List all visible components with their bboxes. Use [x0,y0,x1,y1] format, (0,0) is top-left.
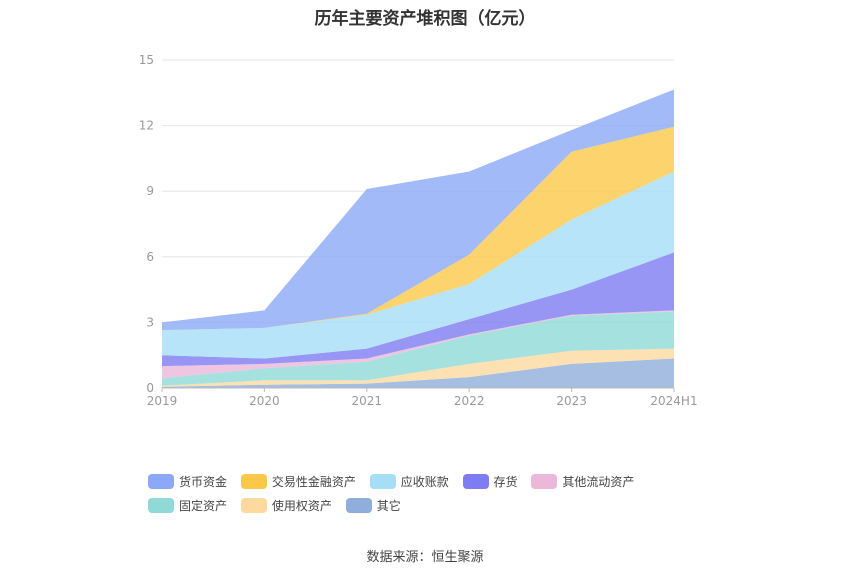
y-tick-label: 3 [146,315,154,329]
area-series-其他流动资产[interactable] [162,310,674,379]
area-series-存货[interactable] [162,252,674,367]
legend-label: 应收账款 [400,474,449,489]
x-tick-label: 2022 [454,394,485,408]
legend-label: 存货 [493,474,518,489]
legend-swatch [240,473,267,489]
legend-swatch [345,497,372,513]
legend-item[interactable]: 固定资产 [148,497,227,513]
x-tick-label: 2020 [249,394,280,408]
area-series-应收账款[interactable] [162,171,674,359]
legend-label: 交易性金融资产 [271,474,356,489]
legend: 货币资金 交易性金融资产 应收账款 存货 其他流动资产 固定资产 使用权资产 其… [148,473,728,521]
legend-swatch [240,497,267,513]
legend-label: 使用权资产 [271,498,332,513]
y-tick-label: 12 [139,119,154,133]
legend-swatch [369,473,396,489]
legend-label: 其他流动资产 [562,474,635,489]
y-tick-label: 0 [146,381,154,395]
legend-item[interactable]: 使用权资产 [240,497,332,513]
x-tick-label: 2021 [352,394,383,408]
chart-title: 历年主要资产堆积图（亿元） [314,9,536,29]
area-series-使用权资产[interactable] [162,348,674,387]
legend-label: 其它 [376,498,401,513]
area-series [162,89,674,389]
x-tick-label: 2024H1 [650,394,697,408]
y-tick-label: 15 [139,53,154,67]
legend-label: 货币资金 [179,474,228,489]
legend-item[interactable]: 存货 [462,473,518,489]
x-tick-label: 2019 [147,394,178,408]
legend-item[interactable]: 交易性金融资产 [240,473,356,489]
area-series-其它[interactable] [162,358,674,389]
area-series-交易性金融资产[interactable] [162,126,674,331]
legend-item[interactable]: 其他流动资产 [531,473,634,489]
legend-swatch [148,497,174,513]
legend-swatch [148,473,174,489]
legend-item[interactable]: 其它 [345,497,401,513]
legend-label: 固定资产 [179,498,228,513]
legend-swatch [531,473,558,489]
legend-item[interactable]: 应收账款 [369,473,449,489]
y-tick-label: 6 [146,250,154,264]
legend-item[interactable]: 货币资金 [148,473,227,489]
axes: 0 3 6 9 12 15 2019 2020 2021 2022 2023 2024H1 [139,53,698,408]
area-series-货币资金[interactable] [162,89,674,331]
legend-swatch [462,473,489,489]
x-tick-label: 2023 [556,394,587,408]
data-source-note: 数据来源：恒生聚源 [366,550,484,565]
y-tick-label: 9 [146,184,154,198]
